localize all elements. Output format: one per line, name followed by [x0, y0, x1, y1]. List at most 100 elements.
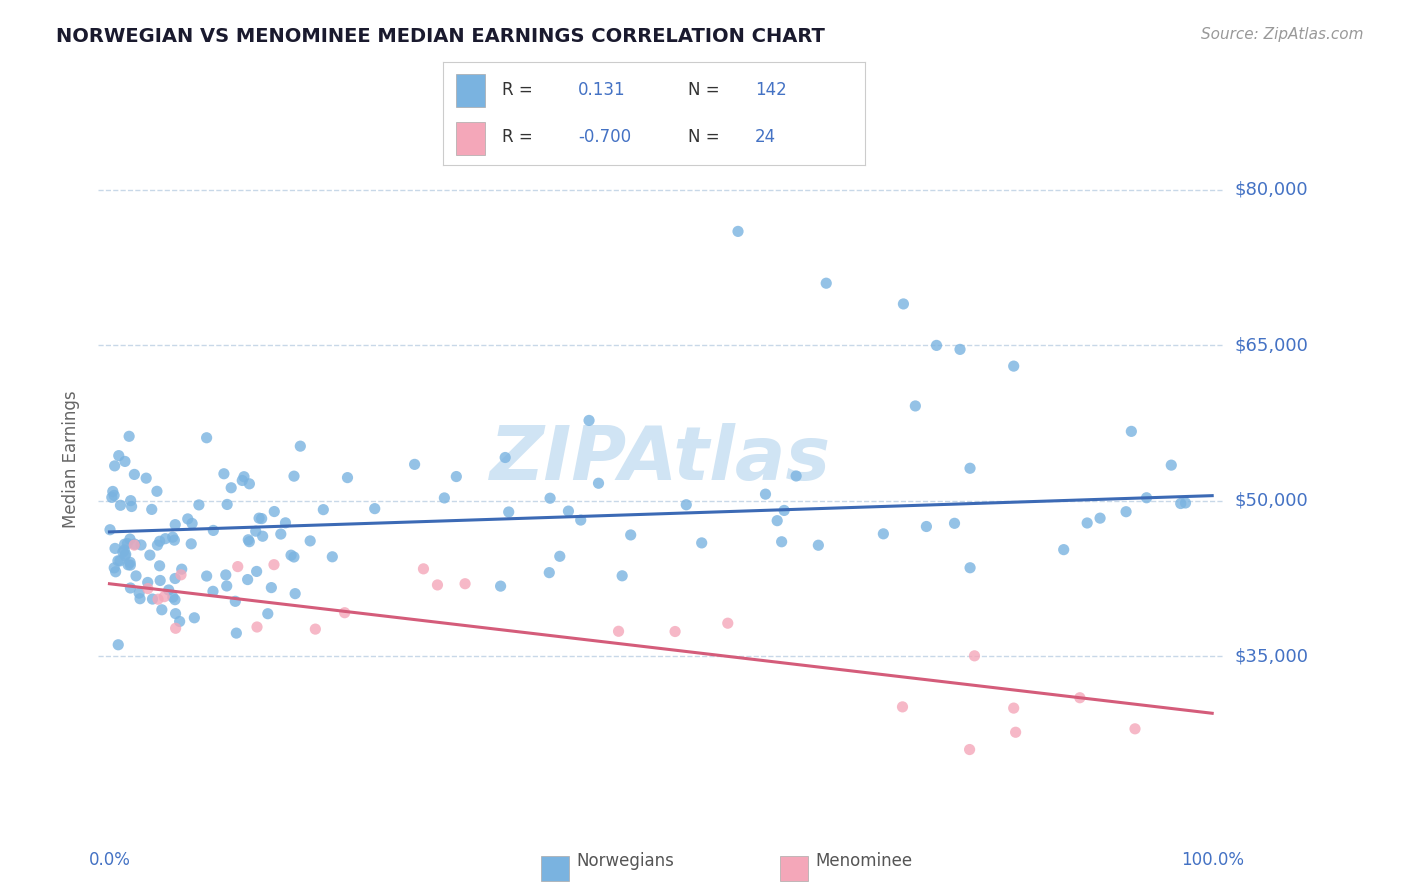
Point [122, 538, 145, 552]
Point [103, 488, 125, 502]
Point [125, 569, 148, 583]
Point [236, 573, 259, 587]
Point [246, 620, 269, 634]
Point [165, 621, 187, 635]
Point [1170, 496, 1192, 510]
Point [181, 516, 204, 531]
Point [283, 469, 305, 483]
Point [183, 611, 205, 625]
Point [891, 699, 914, 714]
Point [238, 534, 260, 549]
Text: -0.700: -0.700 [578, 128, 631, 146]
Point [103, 561, 125, 575]
Point [904, 399, 927, 413]
Point [108, 554, 131, 568]
Point [263, 504, 285, 518]
Text: 142: 142 [755, 81, 787, 99]
Point [215, 579, 238, 593]
Point [770, 534, 793, 549]
Point [202, 524, 225, 538]
Point [107, 449, 129, 463]
Point [107, 554, 129, 568]
Point [139, 548, 162, 562]
Point [256, 607, 278, 621]
Point [717, 616, 740, 631]
Point [557, 504, 579, 518]
Point [959, 461, 981, 475]
Point [336, 470, 359, 484]
Point [773, 503, 796, 517]
Point [124, 467, 146, 482]
Point [815, 277, 838, 291]
Point [169, 615, 191, 629]
Point [128, 586, 150, 600]
Point [1053, 542, 1076, 557]
Point [118, 532, 141, 546]
Point [149, 558, 172, 573]
Text: $50,000: $50,000 [1234, 491, 1308, 510]
Text: NORWEGIAN VS MENOMINEE MEDIAN EARNINGS CORRELATION CHART: NORWEGIAN VS MENOMINEE MEDIAN EARNINGS C… [56, 27, 825, 45]
Point [111, 545, 134, 559]
Point [612, 569, 634, 583]
Point [283, 549, 305, 564]
Point [766, 514, 789, 528]
Point [498, 505, 520, 519]
Point [224, 594, 246, 608]
Point [98, 523, 121, 537]
Point [246, 565, 269, 579]
Point [162, 530, 184, 544]
Point [290, 439, 312, 453]
Point [1088, 511, 1111, 525]
Point [1069, 690, 1091, 705]
Point [274, 516, 297, 530]
Point [893, 297, 915, 311]
Point [107, 638, 129, 652]
Point [114, 549, 136, 563]
Point [1121, 425, 1143, 439]
Point [238, 476, 260, 491]
Point [114, 547, 136, 561]
Text: $35,000: $35,000 [1234, 648, 1309, 665]
Point [163, 533, 186, 548]
Point [101, 484, 124, 499]
Point [117, 558, 139, 572]
Point [807, 538, 830, 552]
Point [136, 575, 159, 590]
Point [245, 524, 267, 538]
Point [250, 511, 273, 525]
Point [270, 527, 292, 541]
Text: $80,000: $80,000 [1234, 181, 1308, 199]
Point [260, 581, 283, 595]
Point [943, 516, 966, 531]
Point [120, 558, 142, 573]
Point [118, 429, 141, 443]
Point [489, 579, 512, 593]
Point [195, 431, 218, 445]
Point [412, 562, 434, 576]
Point [170, 567, 193, 582]
Point [959, 560, 981, 574]
Point [538, 566, 561, 580]
Point [1002, 701, 1025, 715]
Point [153, 590, 176, 604]
Point [149, 574, 172, 588]
Point [915, 519, 938, 533]
Point [675, 498, 697, 512]
Point [120, 555, 142, 569]
Point [785, 469, 807, 483]
Point [299, 533, 322, 548]
Point [112, 543, 135, 558]
Point [146, 484, 169, 499]
FancyBboxPatch shape [456, 122, 485, 155]
Point [146, 592, 169, 607]
Point [165, 572, 187, 586]
Point [129, 591, 152, 606]
Text: R =: R = [502, 81, 533, 99]
Text: 0.0%: 0.0% [89, 851, 131, 869]
Text: 100.0%: 100.0% [1181, 851, 1244, 869]
Point [180, 537, 202, 551]
Text: Source: ZipAtlas.com: Source: ZipAtlas.com [1201, 27, 1364, 42]
Point [114, 454, 136, 468]
Point [252, 529, 274, 543]
Point [620, 528, 643, 542]
